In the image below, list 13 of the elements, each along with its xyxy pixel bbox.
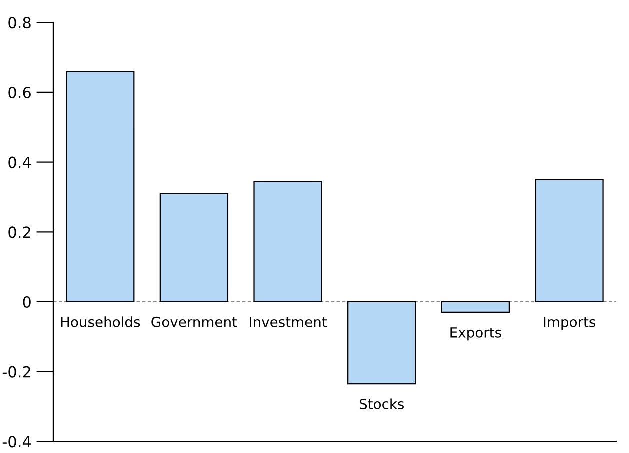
y-tick-label: 0.6 (8, 86, 31, 99)
y-tick-label: -0.2 (2, 366, 30, 378)
x-tick-label: Stocks (360, 398, 404, 410)
x-tick-label: Government (152, 316, 238, 328)
y-tick-label: -0.4 (2, 436, 32, 448)
y-tick-label: 0.2 (8, 226, 30, 238)
x-tick-label: Exports (450, 328, 502, 341)
x-tick-label: Imports (544, 317, 596, 330)
x-tick-label: Investment (250, 317, 328, 328)
y-tick-label: 0 (23, 296, 31, 308)
y-tick-label: 0.4 (8, 156, 32, 168)
y-tick-label: 0.8 (8, 17, 31, 29)
x-tick-label: Households (61, 316, 140, 328)
